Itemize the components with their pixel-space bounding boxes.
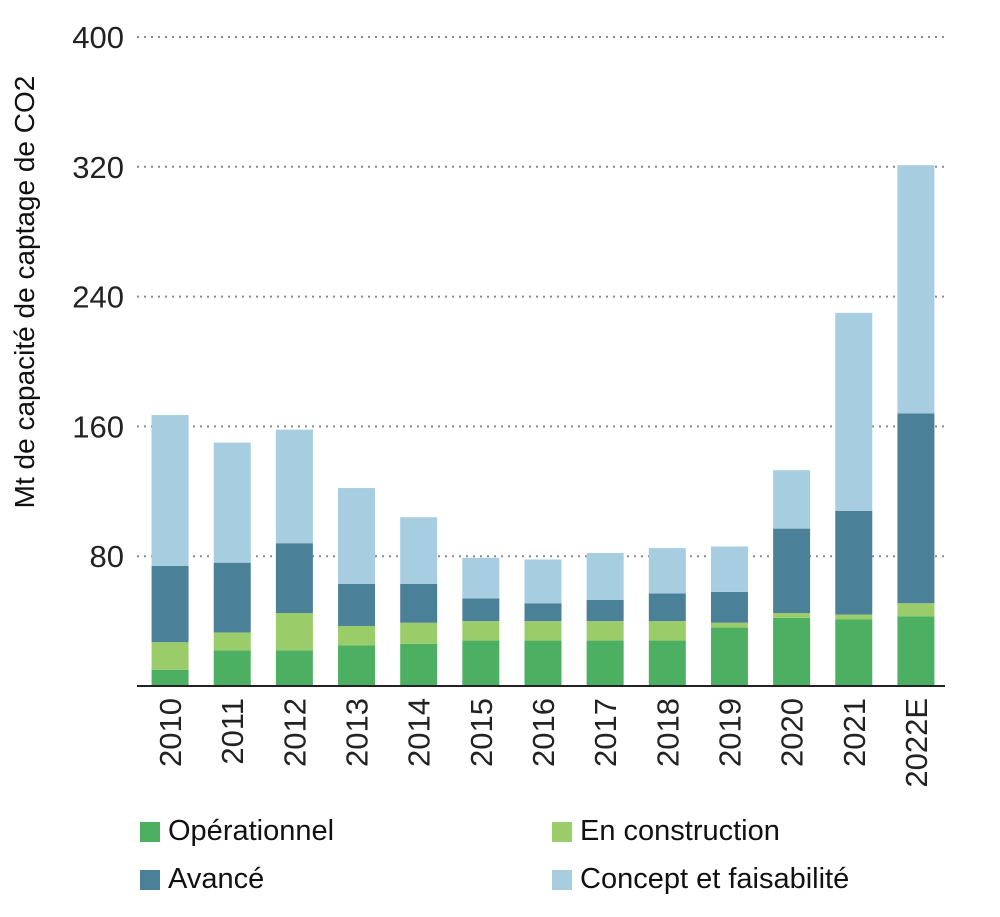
bar-segment xyxy=(338,583,376,626)
legend-label: Avancé xyxy=(168,863,265,895)
bar-segment xyxy=(338,645,376,686)
x-tick-label: 2017 xyxy=(588,698,623,767)
y-axis-label: Mt de capacité de captage de CO2 xyxy=(9,76,40,509)
bar-segment xyxy=(710,591,748,623)
bar-segment xyxy=(151,642,189,670)
legend-label: En construction xyxy=(580,815,780,847)
bar-segment xyxy=(151,565,189,643)
y-tick-label: 80 xyxy=(90,539,124,574)
bar-segment xyxy=(462,598,500,622)
bar-segment xyxy=(462,557,500,599)
bar-segment xyxy=(648,593,686,622)
bar-segment xyxy=(648,548,686,594)
bar-segment xyxy=(835,510,873,615)
legend-label: Concept et faisabilité xyxy=(580,863,850,895)
legend-swatch xyxy=(140,869,160,890)
bar-segment xyxy=(151,669,189,686)
bar-segment xyxy=(338,625,376,646)
bar-segment xyxy=(773,617,811,686)
legend-swatch xyxy=(552,869,572,890)
bar-segment xyxy=(897,603,935,617)
bar-segment xyxy=(462,640,500,686)
bar-segment xyxy=(524,559,562,604)
bar-segment xyxy=(710,622,748,628)
bar-segment xyxy=(648,640,686,686)
x-tick-label: 2011 xyxy=(215,698,250,765)
bar-segment xyxy=(275,543,313,613)
bar-segment xyxy=(524,640,562,686)
bar-segment xyxy=(400,517,438,584)
bar-segment xyxy=(586,640,624,686)
legend: Opérationnel En construction Avancé Conc… xyxy=(140,815,940,905)
legend-swatch xyxy=(552,821,572,842)
x-tick-label: 2018 xyxy=(650,698,685,767)
x-tick-label: 2010 xyxy=(153,698,188,767)
bar-segment xyxy=(586,600,624,622)
legend-item-en-construction: En construction xyxy=(552,815,780,848)
bar-segment xyxy=(462,621,500,641)
bar-segment xyxy=(400,643,438,686)
x-tick-label: 2022E xyxy=(899,698,934,788)
bar-segment xyxy=(275,650,313,686)
bar-segment xyxy=(524,621,562,641)
bar-segment xyxy=(400,583,438,623)
bar-segment xyxy=(773,470,811,529)
x-tick-label: 2016 xyxy=(526,698,561,767)
bar-segment xyxy=(835,619,873,686)
legend-item-avance: Avancé xyxy=(140,863,264,896)
y-tick-label: 160 xyxy=(72,409,124,444)
y-tick-label: 320 xyxy=(72,150,124,185)
x-tick-label: 2021 xyxy=(837,698,872,767)
bar-segment xyxy=(275,429,313,544)
y-tick-label: 400 xyxy=(72,20,124,55)
bar-segment xyxy=(400,622,438,644)
bar-segment xyxy=(835,614,873,620)
x-tick-label: 2019 xyxy=(712,698,747,767)
bar-segment xyxy=(648,621,686,641)
x-tick-label: 2013 xyxy=(340,698,375,767)
bar-segment xyxy=(773,528,811,613)
x-tick-label: 2020 xyxy=(775,698,810,767)
bar-segment xyxy=(897,616,935,686)
bar-segment xyxy=(213,442,251,563)
bar-segment xyxy=(897,165,935,414)
y-tick-label: 240 xyxy=(72,280,124,315)
legend-swatch xyxy=(140,821,160,842)
bar-segment xyxy=(835,312,873,511)
bar-segment xyxy=(338,488,376,584)
bar-segment xyxy=(710,627,748,686)
bar-segment xyxy=(586,552,624,601)
bar-segment xyxy=(275,612,313,651)
bar-segment xyxy=(151,415,189,566)
bar-segment xyxy=(213,632,251,651)
legend-label: Opérationnel xyxy=(168,815,335,847)
bar-segment xyxy=(524,603,562,622)
bar-segment xyxy=(710,546,748,592)
x-tick-label: 2012 xyxy=(277,698,312,767)
bar-segment xyxy=(213,650,251,686)
x-tick-label: 2015 xyxy=(464,698,499,767)
bar-segment xyxy=(897,413,935,604)
x-tick-label: 2014 xyxy=(402,698,437,767)
bar-segment xyxy=(773,612,811,618)
bar-segment xyxy=(586,621,624,641)
bar-segment xyxy=(213,562,251,633)
legend-item-operationnel: Opérationnel xyxy=(140,815,334,848)
legend-item-concept-et-faisabilite: Concept et faisabilité xyxy=(552,863,849,896)
